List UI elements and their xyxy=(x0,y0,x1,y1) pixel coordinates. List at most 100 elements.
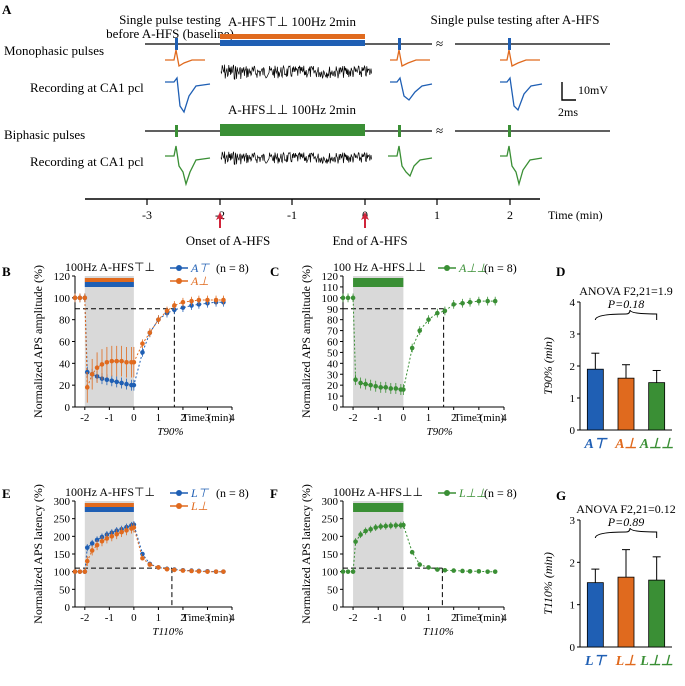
data-point xyxy=(467,299,473,305)
y-tick-label: 120 xyxy=(54,271,71,283)
data-point xyxy=(104,536,110,541)
baseline-label-2: before A-HFS (baseline) xyxy=(106,26,234,41)
legend-marker xyxy=(176,265,182,271)
t-marker-label: T90% xyxy=(426,426,452,438)
data-point xyxy=(426,565,431,570)
bar xyxy=(648,579,666,648)
x-tick-label: -1 xyxy=(105,612,114,624)
x-tick-label: 0 xyxy=(131,412,137,424)
data-point xyxy=(72,569,78,574)
data-point xyxy=(94,537,100,543)
y-tick-label: 4 xyxy=(570,297,576,309)
y-tick-label: 0 xyxy=(65,602,71,614)
data-point xyxy=(378,385,384,390)
data-point xyxy=(109,378,115,384)
data-point xyxy=(451,302,456,307)
panel-letter: E xyxy=(2,486,11,501)
rec-label-2: Recording at CA1 pcl xyxy=(30,154,144,169)
time-axis-label: Time (min) xyxy=(548,208,603,222)
data-point xyxy=(119,380,124,386)
data-point xyxy=(84,385,90,390)
x-tick-label: -1 xyxy=(374,412,383,424)
legend-n: (n = 8) xyxy=(484,486,517,500)
data-point xyxy=(373,525,379,530)
time-tick-label: 2 xyxy=(507,208,513,222)
y-tick-label: 0 xyxy=(333,402,339,414)
data-point xyxy=(492,298,498,304)
axis-break-icon: ≈ xyxy=(436,36,443,51)
x-axis-label: Time (min) xyxy=(182,612,232,624)
data-point xyxy=(340,569,346,574)
x-tick-label: 1 xyxy=(426,412,432,424)
y-axis-label: Normalized APS amplitude (%) xyxy=(299,265,313,418)
rec-label-1: Recording at CA1 pcl xyxy=(30,80,144,95)
y-tick-label: 2 xyxy=(570,557,576,569)
after-label: Single pulse testing after A-HFS xyxy=(431,12,600,27)
y-tick-label: 80 xyxy=(327,315,339,327)
bar xyxy=(586,368,604,431)
legend-marker xyxy=(176,278,182,284)
x-tick-label: 4 xyxy=(501,612,507,624)
time-tick-label: -3 xyxy=(142,208,152,222)
pulse-marker xyxy=(398,38,401,50)
x-tick-label: 4 xyxy=(229,612,235,624)
legend-n: (n = 8) xyxy=(484,261,517,275)
legend-marker xyxy=(176,503,182,509)
y-tick-label: 100 xyxy=(54,567,71,579)
y-tick-label: 150 xyxy=(322,549,339,561)
data-point xyxy=(401,387,406,392)
data-point xyxy=(89,548,95,553)
data-point xyxy=(114,531,120,537)
data-point xyxy=(345,569,351,574)
data-point xyxy=(82,295,88,301)
bi-response xyxy=(500,145,543,187)
y-tick-label: 3 xyxy=(570,515,576,527)
y-tick-label: 300 xyxy=(54,496,71,508)
panel-g: G 0 1 2 3 T110% (min) L⊤ L⊥ L⊥⊥ ANOVA F2,21=0.12P… xyxy=(541,488,676,669)
bi-response xyxy=(388,145,433,178)
data-point xyxy=(363,528,368,534)
y-tick-label: 0 xyxy=(65,402,71,414)
data-point xyxy=(84,558,90,564)
panel-letter: F xyxy=(270,486,278,501)
data-point xyxy=(426,317,431,322)
x-tick-label: -1 xyxy=(105,412,114,424)
data-point xyxy=(393,386,399,391)
data-point xyxy=(435,567,440,572)
pulse-marker xyxy=(398,125,401,137)
hfs-bar-blue xyxy=(220,40,365,46)
baseline-label: Single pulse testing xyxy=(119,12,221,27)
data-point xyxy=(119,529,124,535)
data-point xyxy=(353,539,358,544)
panel-a-letter: A xyxy=(2,2,12,17)
data-point xyxy=(147,562,153,567)
data-point xyxy=(442,308,448,314)
x-tick-label: 2 xyxy=(180,412,186,424)
category-label: A⊥⊥ xyxy=(639,437,674,452)
data-point xyxy=(89,371,95,377)
pulse-marker xyxy=(175,38,178,50)
legend-marker xyxy=(444,265,450,271)
bar xyxy=(617,576,635,648)
data-point xyxy=(485,298,490,304)
data-point xyxy=(99,538,105,544)
onset-label: Onset of A-HFS xyxy=(186,233,271,248)
y-tick-label: 100 xyxy=(54,293,71,305)
y-tick-label: 70 xyxy=(327,326,339,338)
x-tick-label: 1 xyxy=(156,612,162,624)
x-tick-label: -1 xyxy=(374,612,383,624)
category-label: L⊥ xyxy=(615,654,637,669)
data-point xyxy=(383,385,389,390)
y-axis-label: T110% (min) xyxy=(541,552,555,615)
mono-response-orange xyxy=(390,49,430,67)
legend-marker xyxy=(176,490,182,496)
y-axis-label: Normalized APS latency (%) xyxy=(31,484,45,624)
x-tick-label: 1 xyxy=(426,612,432,624)
end-label: End of A-HFS xyxy=(332,233,407,248)
data-point xyxy=(460,300,465,306)
t-marker-label: T90% xyxy=(157,426,183,438)
data-point xyxy=(114,358,120,364)
scale-voltage: 10mV xyxy=(578,83,608,97)
